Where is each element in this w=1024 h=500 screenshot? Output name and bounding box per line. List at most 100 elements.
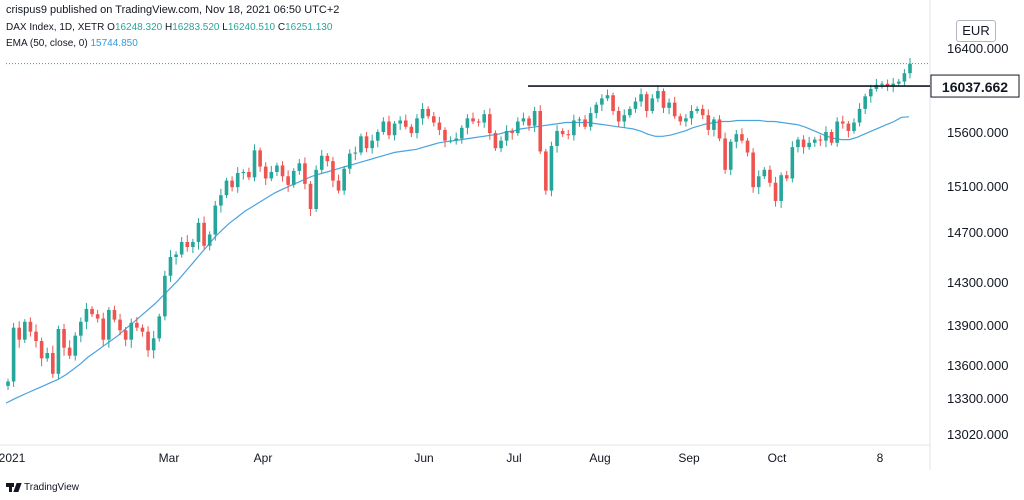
candle-body: [846, 123, 851, 131]
candle-body: [359, 136, 363, 153]
candle-body: [370, 140, 374, 149]
candle-body: [353, 152, 358, 154]
candle-body: [824, 132, 828, 141]
candle-body: [157, 316, 162, 339]
candle-body: [403, 120, 408, 127]
candle-body: [712, 119, 716, 130]
candle-body: [756, 176, 761, 188]
candle-body: [84, 308, 89, 322]
candle-body: [230, 180, 234, 188]
candle-body: [325, 155, 330, 162]
candle-body: [678, 116, 683, 122]
y-tick-label: 13600.000: [947, 358, 1008, 373]
candle-body: [185, 242, 190, 247]
candle-body: [566, 134, 571, 136]
resistance-label: 16037.662: [942, 79, 1008, 95]
candle-body: [852, 122, 856, 131]
x-tick-label: Aug: [589, 451, 610, 465]
ohlc-value-c: 16251.130: [285, 22, 333, 33]
candle-body: [510, 130, 515, 134]
candle-body: [639, 94, 643, 102]
candle-body: [476, 121, 481, 123]
candle-body: [504, 130, 509, 141]
candle-body: [773, 182, 778, 201]
candle-body: [443, 129, 447, 141]
ema-legend: EMA (50, close, 0) 15744.850: [6, 38, 138, 49]
candle-body: [314, 169, 318, 209]
candle-body: [572, 120, 576, 136]
candle-body: [516, 121, 520, 134]
candle-body: [409, 126, 414, 134]
candle-body: [207, 234, 212, 246]
candle-body: [297, 163, 302, 171]
ohlc-values: O16248.320 H16283.520 L16240.510 C16251.…: [107, 22, 332, 33]
candle-body: [583, 119, 587, 127]
candle-body: [706, 115, 711, 130]
candle-body: [577, 119, 582, 121]
candle-body: [471, 118, 475, 122]
candle-body: [644, 94, 649, 111]
candle-body: [135, 322, 139, 328]
y-tick-label: 13900.000: [947, 318, 1008, 333]
candle-body: [45, 353, 50, 359]
candle-body: [667, 102, 671, 108]
candle-body: [499, 140, 503, 149]
candle-body: [454, 138, 458, 141]
candle-body: [728, 141, 733, 170]
candle-body: [342, 168, 346, 191]
candle-body: [840, 121, 845, 124]
candle-body: [762, 169, 767, 177]
y-tick-label: 13020.000: [947, 427, 1008, 442]
candle-body: [544, 151, 548, 191]
candle-body: [790, 147, 795, 179]
publish-info: crispus9 published on TradingView.com, N…: [6, 4, 340, 16]
candle-body: [745, 140, 750, 153]
candle-body: [448, 140, 453, 142]
candle-body: [779, 175, 783, 201]
candle-body: [521, 118, 526, 122]
candle-body: [628, 108, 632, 116]
candle-body: [62, 329, 66, 348]
candle-body: [235, 173, 240, 188]
candle-body: [656, 91, 660, 99]
ema-line: [5, 116, 910, 404]
candle-body: [538, 111, 543, 152]
candle-body: [269, 171, 274, 179]
candle-body: [560, 130, 565, 135]
y-tick-label: 13300.000: [947, 391, 1008, 406]
candle-body: [381, 121, 386, 132]
candle-body: [465, 118, 470, 128]
ohlc-value-o: 16248.320: [114, 22, 163, 33]
x-tick-label: Mar: [159, 451, 180, 465]
candle-body: [835, 121, 839, 143]
candle-body: [868, 88, 873, 97]
candle-body: [812, 139, 817, 143]
candle-body: [291, 170, 296, 185]
candle-body: [112, 309, 117, 320]
ohlc-label-c: C: [275, 22, 286, 33]
candle-body: [39, 341, 44, 359]
candle-body: [202, 222, 206, 246]
x-tick-label: Jul: [506, 451, 521, 465]
candle-body: [672, 102, 677, 117]
candle-body: [600, 98, 604, 105]
candle-body: [650, 98, 655, 111]
candle-body: [336, 180, 341, 191]
candle-body: [101, 318, 106, 340]
candle-body: [224, 180, 229, 196]
currency-button[interactable]: EUR: [956, 20, 996, 42]
candle-body: [807, 142, 811, 148]
candle-body: [375, 132, 380, 141]
candle-body: [258, 150, 262, 167]
candle-body: [331, 161, 335, 181]
candle-body: [605, 95, 610, 99]
ohlc-label-o: O: [107, 22, 115, 33]
candle-body: [493, 133, 498, 149]
candle-body: [280, 165, 285, 177]
candle-body: [751, 152, 755, 188]
x-tick-label: 8: [877, 451, 884, 465]
candle-body: [146, 331, 150, 351]
candle-body: [67, 347, 72, 356]
candle-body: [398, 120, 402, 124]
